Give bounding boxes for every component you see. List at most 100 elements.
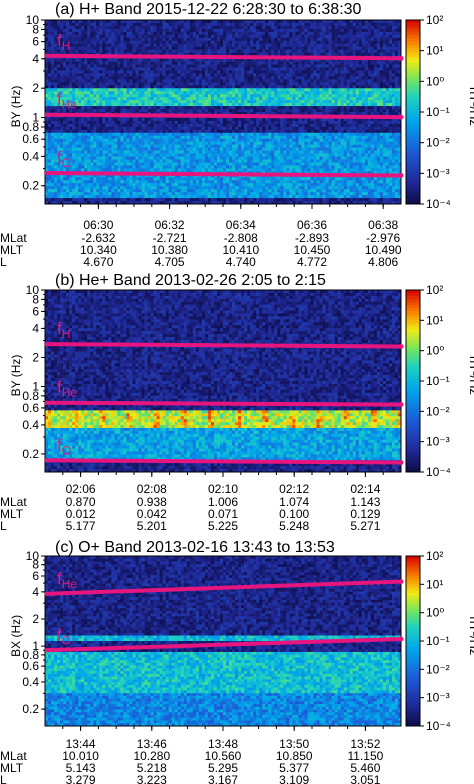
colorbar-tick-label: 10¹ xyxy=(426,577,443,591)
y-tick-label: 10 xyxy=(26,13,40,27)
ephemeris-value: 4.705 xyxy=(155,255,185,269)
colorbar: 10² 10¹ 10⁰ 10⁻¹ 10⁻² 10⁻³ 10⁻⁴ nT²/Hz xyxy=(405,13,474,211)
y-tick-label: 0.4 xyxy=(22,418,39,432)
line-end-marker xyxy=(398,460,404,466)
ephemeris-value: 4.806 xyxy=(368,255,398,269)
ephemeris-value: 5.177 xyxy=(66,519,96,533)
line-end-marker xyxy=(398,55,404,61)
y-tick-label: 0.8 xyxy=(22,389,39,403)
x-tick-label: 13:46 xyxy=(137,737,167,751)
ephemeris-row-label: MLat xyxy=(0,231,27,245)
ephemeris-value: 3.279 xyxy=(66,773,96,784)
y-tick-label: 4 xyxy=(32,585,39,599)
ephemeris-row-label: MLat xyxy=(0,495,27,509)
y-axis-label: BY (Hz) xyxy=(9,86,23,128)
ephemeris-value: 5.248 xyxy=(279,519,309,533)
y-tick-label: 0.8 xyxy=(22,120,39,134)
spectrogram-cells xyxy=(45,290,402,473)
y-tick-label: 0.8 xyxy=(22,648,39,662)
colorbar-tick-label: 10⁻⁴ xyxy=(426,465,451,479)
x-tick-label: 02:14 xyxy=(350,482,380,496)
line-fHe xyxy=(44,579,402,596)
line-fH xyxy=(44,342,402,349)
x-tick-label: 13:44 xyxy=(66,737,96,751)
ephemeris-value: 10.410 xyxy=(222,243,259,257)
ephemeris-value: 5.295 xyxy=(208,761,238,775)
line-label-fHe: fHe xyxy=(57,378,77,400)
ephemeris-row-label: L xyxy=(0,773,7,784)
y-tick-label: 6 xyxy=(32,304,39,318)
ephemeris-value: 5.271 xyxy=(350,519,380,533)
ephemeris-value: 0.938 xyxy=(137,495,167,509)
colorbar-tick-label: 10¹ xyxy=(426,313,443,327)
x-tick-label: 13:48 xyxy=(208,737,238,751)
ephemeris-value: 5.201 xyxy=(137,519,167,533)
colorbar-tick-label: 10⁻¹ xyxy=(426,374,450,388)
ephemeris-value: 5.143 xyxy=(66,761,96,775)
x-tick-label: 06:34 xyxy=(226,218,256,232)
panel-title: (c) O+ Band 2013-02-16 13:43 to 13:53 xyxy=(55,539,335,556)
line-label-fHe: fHe xyxy=(57,90,77,112)
ephemeris-value: 1.074 xyxy=(279,495,309,509)
colorbar-label: nT²/Hz xyxy=(467,356,474,395)
colorbar: 10² 10¹ 10⁰ 10⁻¹ 10⁻² 10⁻³ 10⁻⁴ nT²/Hz xyxy=(405,283,474,479)
ephemeris-row-label: MLat xyxy=(0,749,27,763)
ephemeris-value: 10.450 xyxy=(294,243,331,257)
colorbar-tick-label: 10⁻¹ xyxy=(426,105,450,119)
colorbar-tick-label: 10² xyxy=(426,283,443,297)
ephemeris-value: 3.051 xyxy=(350,773,380,784)
colorbar-tick-label: 10⁻¹ xyxy=(426,634,450,648)
line-fHe xyxy=(44,400,402,407)
y-tick-label: 6 xyxy=(32,35,39,49)
y-tick-label: 8 xyxy=(32,22,39,36)
ephemeris-value: 0.012 xyxy=(66,507,96,521)
ephemeris-value: 4.740 xyxy=(226,255,256,269)
ephemeris-value: 1.143 xyxy=(350,495,380,509)
line-label-fO: fO xyxy=(57,435,71,457)
line-fHe xyxy=(44,112,402,120)
y-axis-label: BX (Hz) xyxy=(9,615,23,657)
panel-1: (b) He+ Band 2013-02-26 2:05 to 2:15 fH fH… xyxy=(0,272,474,533)
ephemeris-value: 10.490 xyxy=(365,243,402,257)
colorbar-tick-label: 10² xyxy=(426,13,443,27)
ephemeris-row-label: MLT xyxy=(0,243,24,257)
y-tick-label: 6 xyxy=(32,569,39,583)
ephemeris-value: 0.129 xyxy=(350,507,380,521)
colorbar-tick-label: 10⁻³ xyxy=(426,435,450,449)
line-end-marker xyxy=(398,579,404,585)
y-tick-label: 0.6 xyxy=(22,132,39,146)
ephemeris-value: -2.632 xyxy=(81,231,115,245)
y-tick-label: 0.6 xyxy=(22,659,39,673)
colorbar-tick-label: 10⁰ xyxy=(426,74,444,88)
ephemeris-value: -2.976 xyxy=(366,231,400,245)
colorbar-label: nT²/Hz xyxy=(467,616,474,655)
panel-title: (b) He+ Band 2013-02-26 2:05 to 2:15 xyxy=(55,272,326,289)
ephemeris-value: 1.006 xyxy=(208,495,238,509)
y-tick-label: 8 xyxy=(32,558,39,572)
ephemeris-value: 3.223 xyxy=(137,773,167,784)
panel-2: (c) O+ Band 2013-02-16 13:43 to 13:53 fHe… xyxy=(0,539,474,784)
line-fO xyxy=(44,637,402,653)
colorbar-tick-label: 10¹ xyxy=(426,44,443,58)
colorbar-tick-label: 10⁻⁴ xyxy=(426,719,451,733)
ephemeris-value: -2.721 xyxy=(153,231,187,245)
y-tick-label: 4 xyxy=(32,52,39,66)
line-fH xyxy=(44,53,402,61)
line-end-marker xyxy=(398,636,404,642)
colorbar-tick-label: 10² xyxy=(426,549,443,563)
ephemeris-value: 0.071 xyxy=(208,507,238,521)
ephemeris-value: 10.850 xyxy=(276,749,313,763)
colorbar-tick-label: 10⁻² xyxy=(426,404,450,418)
x-tick-label: 06:32 xyxy=(155,218,185,232)
ephemeris-value: 4.670 xyxy=(83,255,113,269)
ephemeris-row-label: MLT xyxy=(0,761,24,775)
x-tick-label: 06:36 xyxy=(297,218,327,232)
y-tick-label: 1 xyxy=(32,639,39,653)
ephemeris-value: 5.377 xyxy=(279,761,309,775)
ephemeris-value: 5.225 xyxy=(208,519,238,533)
line-label-fH: fH xyxy=(57,31,70,53)
line-end-marker xyxy=(398,402,404,408)
line-label-fH: fH xyxy=(57,319,70,341)
ephemeris-value: 5.460 xyxy=(350,761,380,775)
line-end-marker xyxy=(398,172,404,178)
